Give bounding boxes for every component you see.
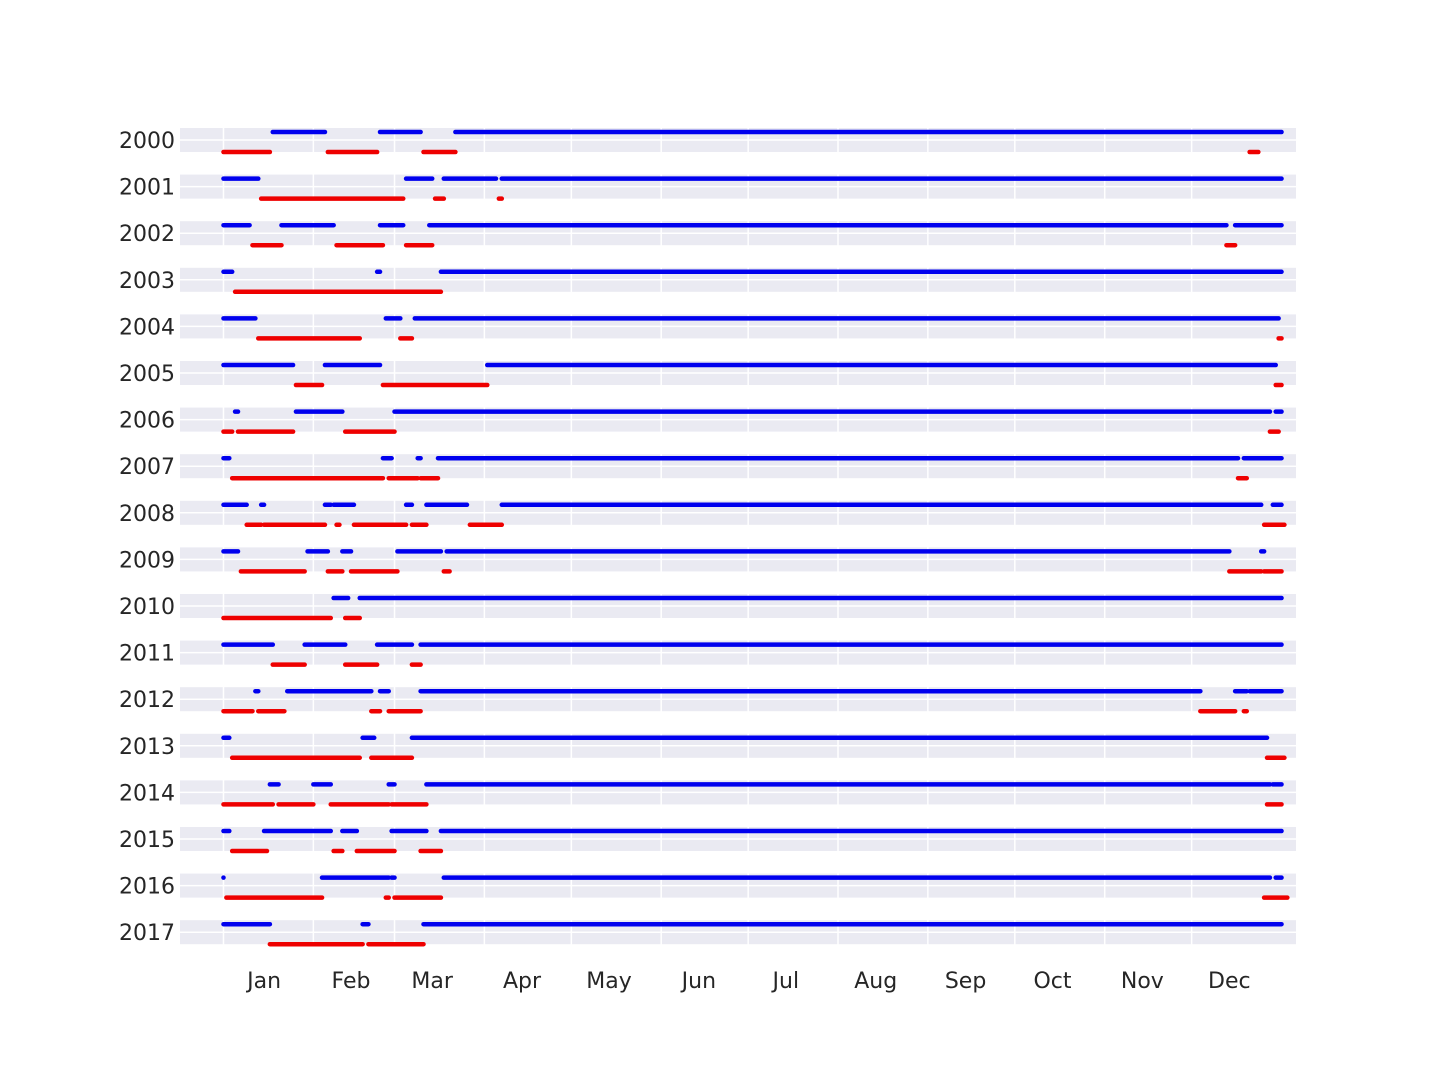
year-labels: 2000 2001 2002 2003 2004 2005 2006 2007 2008 2009…	[119, 129, 175, 946]
month-label-mar: Mar	[411, 969, 453, 994]
year-label-2009: 2009	[119, 548, 175, 573]
month-label-nov: Nov	[1121, 969, 1164, 994]
year-label-2000: 2000	[119, 129, 175, 154]
year-label-2008: 2008	[119, 502, 175, 527]
grid-layer	[180, 128, 1296, 949]
month-label-sep: Sep	[945, 969, 986, 994]
month-label-may: May	[586, 969, 631, 994]
year-label-2001: 2001	[119, 176, 175, 201]
month-label-jul: Jul	[771, 969, 800, 994]
year-label-2004: 2004	[119, 315, 175, 340]
month-labels: Jan Feb Mar Apr May Jun Jul Aug Sep Oct Nov Dec	[245, 969, 1251, 994]
year-label-2015: 2015	[119, 828, 175, 853]
year-label-2005: 2005	[119, 362, 175, 387]
marks-layer	[221, 129, 1290, 947]
year-label-2007: 2007	[119, 455, 175, 480]
year-label-2013: 2013	[119, 735, 175, 760]
month-label-oct: Oct	[1033, 969, 1071, 994]
year-label-2012: 2012	[119, 688, 175, 713]
bands-layer	[180, 128, 1296, 945]
year-label-2010: 2010	[119, 595, 175, 620]
month-label-jun: Jun	[680, 969, 716, 994]
year-label-2016: 2016	[119, 875, 175, 900]
month-label-jan: Jan	[245, 969, 281, 994]
year-label-2006: 2006	[119, 409, 175, 434]
year-label-2017: 2017	[119, 921, 175, 946]
month-label-dec: Dec	[1208, 969, 1251, 994]
year-label-2002: 2002	[119, 222, 175, 247]
month-label-aug: Aug	[854, 969, 897, 994]
month-label-apr: Apr	[503, 969, 542, 994]
year-label-2011: 2011	[119, 642, 175, 667]
year-label-2003: 2003	[119, 269, 175, 294]
year-label-2014: 2014	[119, 781, 175, 806]
month-label-feb: Feb	[332, 969, 371, 994]
